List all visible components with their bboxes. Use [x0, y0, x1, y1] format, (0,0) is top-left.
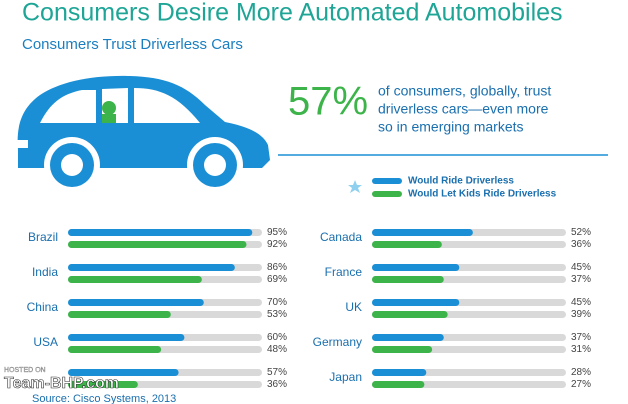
bar [68, 381, 138, 388]
value-label: 28% [571, 367, 591, 378]
value-label: 36% [267, 379, 287, 390]
subtitle: Consumers Trust Driverless Cars [22, 36, 243, 53]
category-label: Germany [313, 335, 362, 349]
bar [372, 264, 460, 271]
legend-swatch [372, 178, 402, 184]
value-label: 36% [571, 239, 591, 250]
watermark-top: HOSTED ON [4, 367, 46, 374]
value-label: 45% [571, 297, 591, 308]
bar [68, 346, 162, 353]
value-label: 27% [571, 379, 591, 390]
bar [372, 311, 448, 318]
bar [372, 381, 425, 388]
headline-text: of consumers, globally, trust [378, 83, 551, 99]
legend-label: Would Ride Driverless [408, 176, 514, 187]
value-label: 52% [571, 227, 591, 238]
category-label: Brazil [28, 230, 58, 244]
value-label: 39% [571, 309, 591, 320]
source: Source: Cisco Systems, 2013 [32, 393, 176, 404]
value-label: 48% [267, 344, 287, 355]
category-label: India [32, 265, 58, 279]
bar [372, 299, 460, 306]
watermark-brand: Team-BHP.com [4, 375, 119, 392]
category-label: France [325, 265, 363, 279]
bar [68, 299, 204, 306]
bar [372, 241, 442, 248]
value-label: 37% [571, 332, 591, 343]
value-label: 60% [267, 332, 287, 343]
value-label: 69% [267, 274, 287, 285]
car-illustration [16, 75, 271, 193]
value-label: 37% [571, 274, 591, 285]
value-label: 31% [571, 344, 591, 355]
bar [68, 229, 253, 236]
bar [68, 241, 247, 248]
category-label: UK [345, 300, 362, 314]
value-label: 57% [267, 367, 287, 378]
value-label: 70% [267, 297, 287, 308]
bar [372, 276, 444, 283]
value-label: 86% [267, 262, 287, 273]
value-label: 53% [267, 309, 287, 320]
bar [372, 346, 433, 353]
category-label: Canada [320, 230, 362, 244]
headline-text: so in emerging markets [378, 119, 524, 135]
headline-text: driverless cars—even more [378, 101, 549, 117]
bar [68, 276, 202, 283]
title: Consumers Desire More Automated Automobi… [22, 0, 563, 27]
category-label: China [27, 300, 59, 314]
bar [372, 369, 427, 376]
bar [372, 334, 444, 341]
category-label: Japan [329, 370, 362, 384]
category-label: USA [33, 335, 58, 349]
bar [372, 229, 473, 236]
bar [68, 369, 179, 376]
value-label: 45% [571, 262, 591, 273]
bar [68, 264, 235, 271]
bar [68, 311, 171, 318]
value-label: 95% [267, 227, 287, 238]
legend-label: Would Let Kids Ride Driverless [408, 189, 557, 200]
star-icon [348, 180, 362, 193]
value-label: 92% [267, 239, 287, 250]
bar [68, 334, 185, 341]
headline-stat: 57% [288, 80, 368, 124]
legend-swatch [372, 191, 402, 197]
